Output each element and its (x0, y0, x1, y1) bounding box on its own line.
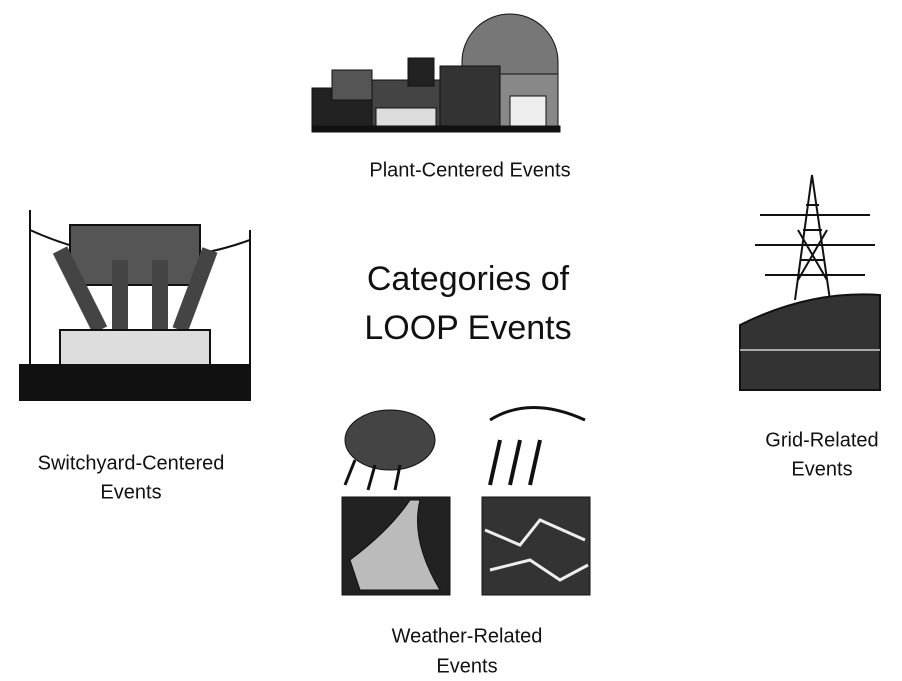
grid-icon (740, 175, 880, 390)
node-label: Events (791, 458, 852, 480)
diagram: Categories of LOOP Events Plant-Centered… (0, 0, 902, 681)
plant-icon (312, 14, 560, 132)
node-label: Events (436, 655, 497, 677)
title-line: LOOP Events (364, 309, 571, 347)
weather-icon (342, 408, 590, 596)
page: Categories of LOOP Events Plant-Centered… (0, 0, 902, 681)
node-label: Events (100, 481, 161, 503)
title-line: Categories of (367, 260, 570, 298)
node-label: Grid-Related (765, 429, 878, 451)
node-label: Weather-Related (392, 625, 543, 647)
switchyard-icon (20, 210, 250, 400)
node-label: Plant-Centered Events (369, 159, 570, 181)
node-label: Switchyard-Centered (38, 452, 225, 474)
